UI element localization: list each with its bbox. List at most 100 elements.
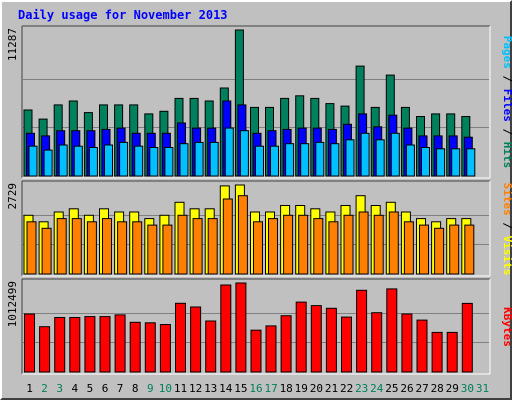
- tick-label-28: 28: [431, 382, 444, 395]
- bar-sites-30: [464, 224, 475, 275]
- tick-label-1: 1: [26, 382, 33, 395]
- bar-sites-1: [26, 221, 37, 275]
- tick-label-11: 11: [174, 382, 187, 395]
- bar-sites-9: [147, 224, 158, 275]
- tick-label-21: 21: [325, 382, 338, 395]
- bar-kbytes-1: [24, 313, 35, 373]
- tick-label-23: 23: [355, 382, 368, 395]
- bar-sites-21: [328, 221, 339, 275]
- bar-kbytes-9: [144, 322, 156, 373]
- legend-entry: /: [501, 122, 512, 142]
- legend-entry: /: [501, 69, 512, 89]
- bar-sites-29: [449, 224, 460, 275]
- bar-sites-16: [253, 221, 263, 275]
- bar-pages-30: [466, 148, 476, 177]
- bar-kbytes-5: [84, 316, 96, 373]
- tick-label-10: 10: [159, 382, 172, 395]
- tick-label-30: 30: [461, 382, 474, 395]
- bar-kbytes-28: [431, 331, 443, 373]
- bar-pages-19: [300, 143, 310, 177]
- bar-kbytes-25: [386, 288, 398, 373]
- bar-sites-11: [177, 214, 188, 275]
- legend-visits: Sites / Visits: [501, 183, 512, 276]
- bar-kbytes-15: [235, 282, 247, 373]
- bar-pages-25: [390, 132, 400, 177]
- bar-kbytes-2: [39, 326, 51, 373]
- tick-label-15: 15: [234, 382, 247, 395]
- bar-sites-7: [117, 221, 128, 275]
- tick-label-16: 16: [249, 382, 262, 395]
- legend-entry: Pages: [501, 36, 512, 69]
- bar-pages-13: [209, 141, 219, 177]
- tick-label-4: 4: [71, 382, 78, 395]
- bar-sites-20: [313, 218, 324, 275]
- tick-label-18: 18: [280, 382, 293, 395]
- bar-sites-15: [237, 195, 248, 275]
- bar-kbytes-10: [159, 324, 171, 373]
- bar-kbytes-4: [69, 317, 81, 373]
- bar-sites-12: [192, 218, 203, 275]
- bar-pages-3: [58, 144, 68, 177]
- legend-entry: Files: [501, 89, 512, 122]
- bar-sites-14: [222, 198, 233, 275]
- tick-label-29: 29: [446, 382, 459, 395]
- bar-kbytes-24: [371, 312, 383, 373]
- tick-label-2: 2: [41, 382, 48, 395]
- legend-entry: Sites: [501, 183, 512, 216]
- chart-title: Daily usage for November 2013: [18, 8, 228, 22]
- bar-sites-13: [207, 218, 218, 275]
- bar-kbytes-12: [190, 306, 202, 373]
- bar-kbytes-8: [129, 321, 141, 373]
- tick-label-14: 14: [219, 382, 233, 395]
- bar-pages-8: [134, 145, 144, 177]
- tick-label-31: 31: [476, 382, 489, 395]
- bar-pages-12: [194, 141, 204, 177]
- bar-sites-6: [102, 218, 112, 275]
- bar-pages-22: [345, 139, 355, 177]
- bar-pages-16: [255, 145, 264, 177]
- bar-sites-19: [298, 214, 309, 275]
- bar-pages-24: [375, 139, 385, 177]
- tick-label-9: 9: [147, 382, 154, 395]
- tick-label-22: 22: [340, 382, 353, 395]
- bar-kbytes-27: [416, 319, 428, 373]
- bar-kbytes-11: [175, 302, 186, 373]
- bar-pages-23: [360, 132, 370, 177]
- tick-label-6: 6: [102, 382, 109, 395]
- bar-kbytes-18: [280, 315, 292, 373]
- bar-kbytes-17: [265, 325, 277, 373]
- bar-pages-29: [451, 148, 461, 177]
- bar-kbytes-14: [220, 284, 232, 373]
- bar-pages-15: [239, 130, 249, 177]
- scale-label-usage: 11287: [6, 28, 19, 61]
- legend-usage: Pages / Files / Hits: [501, 36, 512, 169]
- bar-sites-10: [162, 224, 173, 275]
- bar-sites-25: [388, 211, 399, 275]
- panel-usage: 11287 Pages / Files / Hits: [6, 25, 512, 179]
- bar-kbytes-23: [356, 289, 368, 373]
- bar-kbytes-6: [99, 316, 111, 373]
- bar-kbytes-26: [401, 313, 413, 373]
- tick-label-27: 27: [415, 382, 428, 395]
- bar-sites-28: [434, 227, 445, 275]
- bar-sites-27: [419, 224, 429, 275]
- scale-label-kbytes: 1012499: [6, 281, 19, 327]
- legend-entry: Hits: [501, 142, 512, 169]
- bar-pages-9: [149, 147, 159, 177]
- bar-pages-20: [315, 141, 325, 177]
- bar-sites-17: [268, 218, 278, 275]
- bar-sites-2: [41, 227, 52, 275]
- tick-label-24: 24: [370, 382, 384, 395]
- bar-sites-8: [132, 221, 143, 275]
- bar-kbytes-29: [446, 331, 458, 373]
- bar-kbytes-19: [295, 301, 307, 373]
- legend-entry: Visits: [501, 236, 512, 276]
- bar-sites-3: [56, 218, 67, 275]
- bar-sites-5: [86, 221, 97, 275]
- bar-pages-1: [28, 145, 38, 177]
- bar-kbytes-16: [250, 329, 262, 373]
- bar-kbytes-21: [325, 307, 337, 373]
- bar-sites-4: [71, 218, 82, 275]
- bar-kbytes-22: [341, 316, 352, 373]
